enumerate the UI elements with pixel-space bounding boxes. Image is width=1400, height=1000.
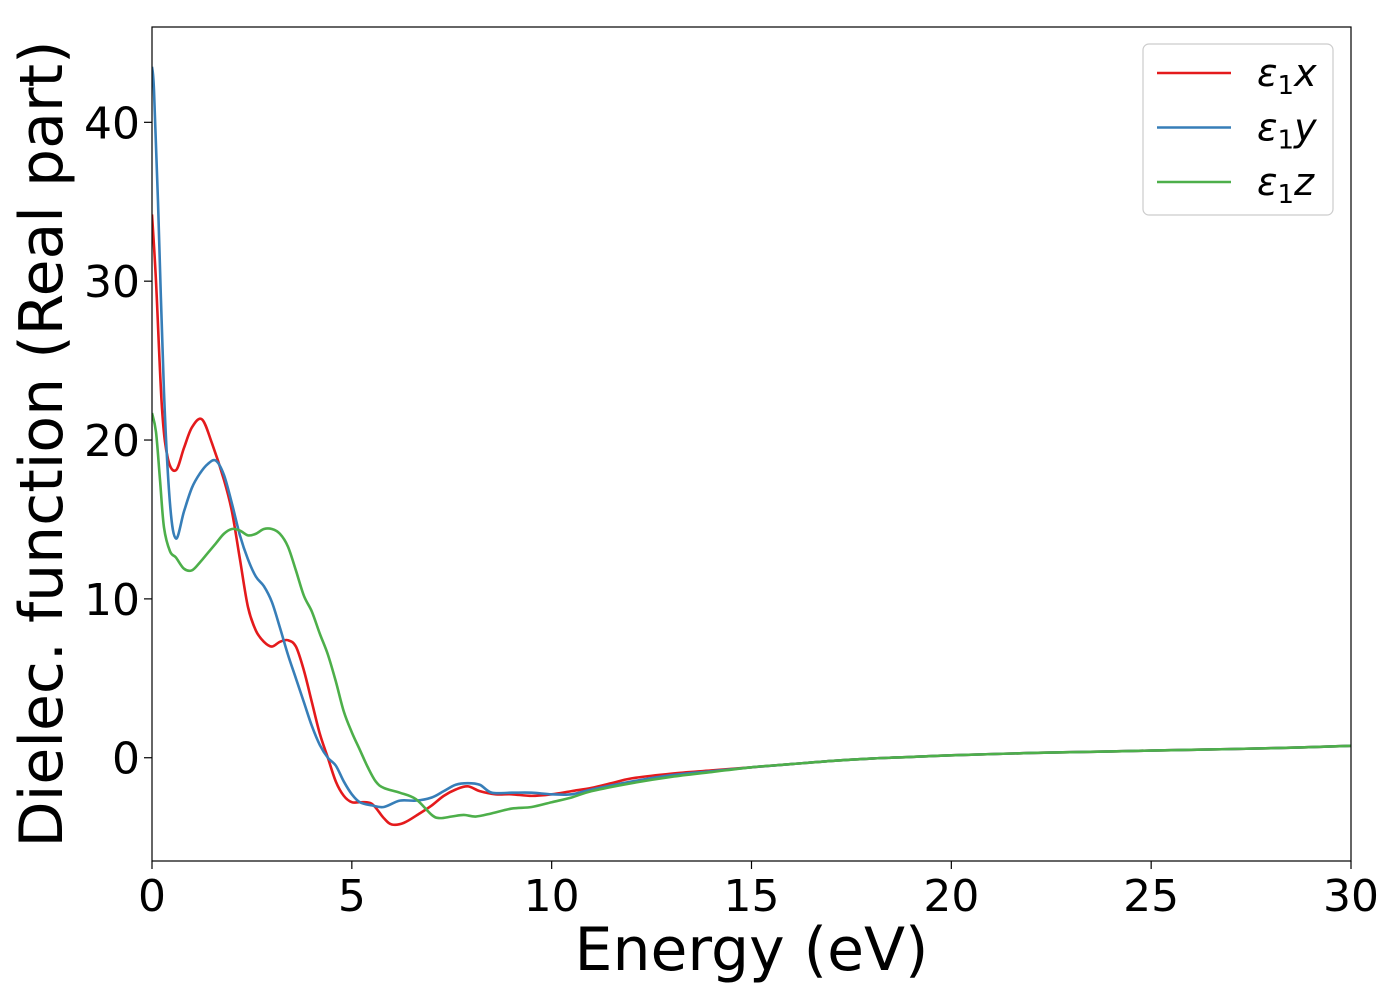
series-layer	[152, 66, 1351, 827]
x-tick-label: 25	[1123, 871, 1179, 922]
y-tick-label: 30	[84, 257, 140, 308]
legend-variable: y	[1293, 106, 1317, 150]
y-tick-label: 40	[84, 98, 140, 149]
legend-subscript: 1	[1278, 71, 1295, 101]
series-line-z	[152, 412, 1351, 820]
legend-variable: x	[1293, 51, 1317, 95]
legend-base: ε	[1257, 51, 1278, 95]
legend-base: ε	[1257, 106, 1278, 150]
x-tick-label: 5	[338, 871, 366, 922]
x-tick-label: 0	[138, 871, 166, 922]
legend-base: ε	[1257, 160, 1278, 204]
legend-box	[1142, 43, 1334, 216]
legend-subscript: 1	[1278, 180, 1295, 210]
x-tick-label: 10	[524, 871, 580, 922]
legend-label-z: ε1z	[1257, 160, 1315, 210]
x-tick-label: 15	[724, 871, 780, 922]
x-axis: 0 5 10 15 20 25 30	[138, 861, 1379, 922]
y-tick-label: 0	[112, 734, 140, 785]
y-axis-label: Dielec. function (Real part)	[7, 41, 77, 848]
x-tick-label: 30	[1323, 871, 1379, 922]
y-tick-label: 10	[84, 575, 140, 626]
plot-area	[151, 26, 1352, 862]
legend-variable: z	[1293, 160, 1315, 204]
legend-label-y: ε1y	[1257, 106, 1317, 156]
legend-subscript: 1	[1278, 126, 1295, 156]
y-tick-label: 20	[84, 416, 140, 467]
x-tick-label: 20	[923, 871, 979, 922]
x-axis-label: Energy (eV)	[575, 915, 929, 985]
y-axis: 0 10 20 30 40	[84, 98, 152, 785]
legend-label-x: ε1x	[1257, 51, 1317, 101]
